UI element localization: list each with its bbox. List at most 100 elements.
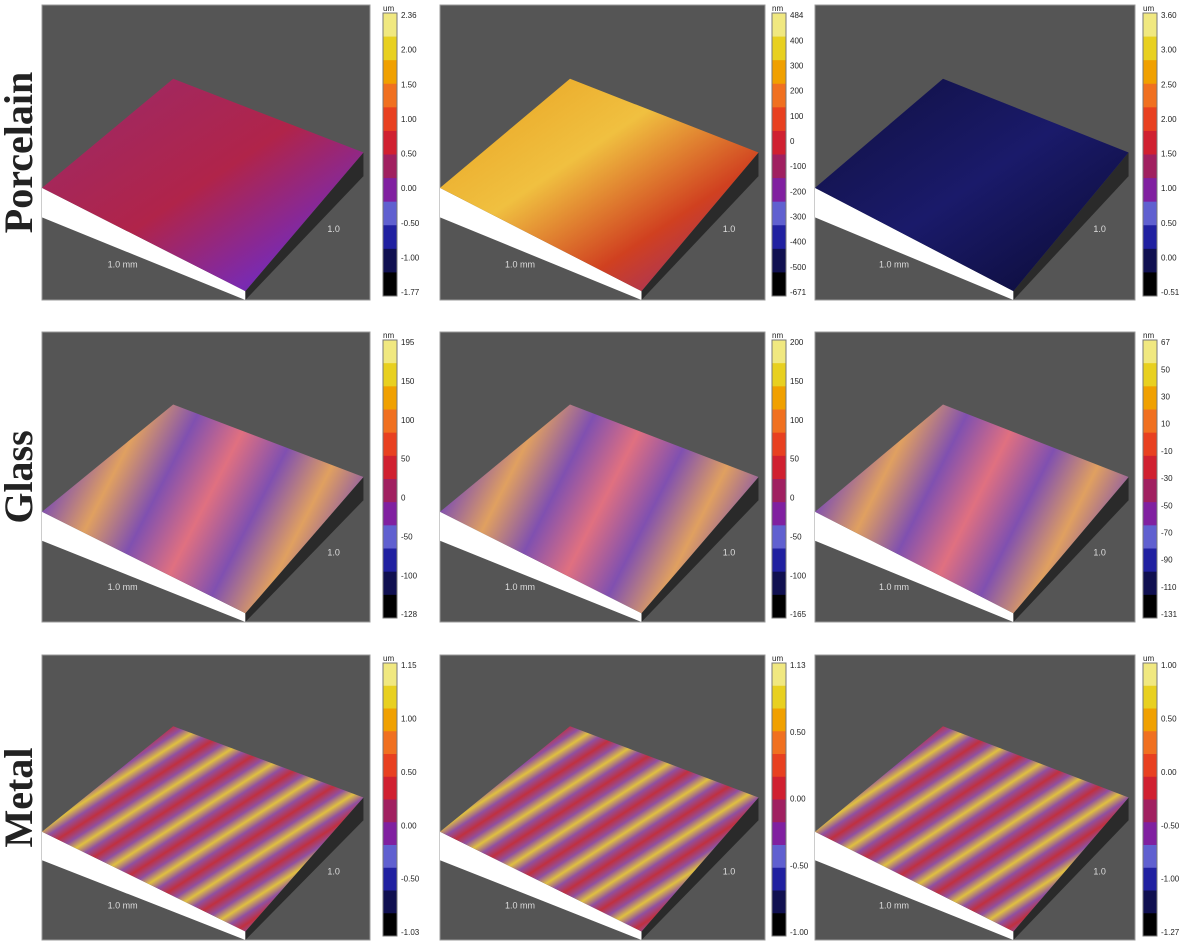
colorbar-tick: 200 bbox=[790, 87, 804, 96]
colorbar-tick: -100 bbox=[790, 571, 807, 580]
colorbar-segment bbox=[383, 248, 397, 273]
colorbar-tick: 100 bbox=[790, 112, 804, 121]
colorbar-segment bbox=[1143, 754, 1157, 778]
colorbar-unit: um bbox=[1143, 4, 1154, 13]
colorbar-segment bbox=[1143, 731, 1157, 755]
colorbar-frame bbox=[771, 662, 787, 937]
colorbar-tick: -90 bbox=[1161, 556, 1173, 565]
panel: 1.0 mm 1.0 nm 484 400 300 200 100 0 -100 -200 -300 -… bbox=[439, 4, 807, 301]
colorbar-segment bbox=[772, 867, 786, 891]
y-axis-label: 1.0 bbox=[723, 866, 736, 876]
colorbar-segment bbox=[383, 663, 397, 687]
x-axis-label: 1.0 mm bbox=[108, 260, 138, 270]
colorbar-segment bbox=[1143, 663, 1157, 687]
colorbar-segment bbox=[383, 479, 397, 503]
colorbar-segment bbox=[772, 571, 786, 596]
colorbar-tick: 67 bbox=[1161, 338, 1170, 347]
colorbar-segment bbox=[772, 432, 786, 457]
panel: 1.0 mm 1.0 um 2.36 2.00 1.50 1.00 0.50 0.00 -0.50… bbox=[41, 4, 420, 301]
colorbar-segment bbox=[772, 13, 786, 38]
colorbar-segment bbox=[1143, 867, 1157, 891]
colorbar-segment bbox=[383, 432, 397, 457]
row-label: Porcelain bbox=[0, 72, 41, 233]
colorbar-tick: 1.15 bbox=[401, 661, 417, 670]
colorbar-segment bbox=[772, 455, 786, 480]
colorbar-segment bbox=[1143, 845, 1157, 869]
colorbar-segment bbox=[772, 594, 786, 619]
colorbar-tick: -110 bbox=[1161, 583, 1177, 592]
surface bbox=[42, 78, 364, 292]
colorbar-tick: -500 bbox=[790, 263, 807, 272]
colorbar-segment bbox=[1143, 107, 1157, 132]
colorbar-segment bbox=[1143, 83, 1157, 108]
colorbar-segment bbox=[383, 130, 397, 155]
colorbar-segment bbox=[772, 36, 786, 61]
surface-front bbox=[42, 511, 246, 622]
surface-front bbox=[815, 831, 1014, 940]
surface-front bbox=[42, 831, 246, 940]
colorbar-tick: 100 bbox=[790, 416, 804, 425]
colorbar-tick: 0.50 bbox=[790, 728, 806, 737]
colorbar-segment bbox=[1143, 432, 1157, 457]
colorbar-segment bbox=[383, 822, 397, 846]
colorbar-tick: 200 bbox=[790, 338, 804, 347]
colorbar-tick: 0.50 bbox=[1161, 715, 1177, 724]
colorbar-segment bbox=[772, 201, 786, 226]
colorbar-tick: -100 bbox=[790, 162, 807, 171]
colorbar-segment bbox=[1143, 201, 1157, 226]
colorbar-tick: 1.00 bbox=[401, 115, 417, 124]
colorbar-unit: um bbox=[1143, 654, 1154, 663]
colorbar-segment bbox=[1143, 363, 1157, 387]
y-axis-label: 1.0 bbox=[327, 224, 340, 234]
colorbar-tick: -0.50 bbox=[790, 861, 809, 870]
colorbar-tick: -0.50 bbox=[401, 875, 420, 884]
colorbar-segment bbox=[772, 548, 786, 573]
surface bbox=[440, 726, 759, 932]
colorbar-segment bbox=[1143, 248, 1157, 273]
colorbar-segment bbox=[772, 890, 786, 914]
colorbar-segment bbox=[772, 83, 786, 108]
colorbar-tick: 50 bbox=[790, 455, 799, 464]
colorbar-segment bbox=[383, 708, 397, 732]
colorbar-segment bbox=[772, 731, 786, 755]
colorbar-segment bbox=[383, 154, 397, 179]
surface-side bbox=[1013, 477, 1129, 622]
surface-side bbox=[641, 152, 759, 300]
panel: 1.0 mm 1.0 um 1.00 0.50 0.00 -0.50 -1.00 -1.27 bbox=[814, 654, 1180, 941]
colorbar-tick: -300 bbox=[790, 213, 807, 222]
panel: 1.0 mm 1.0 nm 195 150 100 50 0 -50 -100 -128 bbox=[41, 331, 418, 623]
colorbar-tick: 2.50 bbox=[1161, 80, 1177, 89]
colorbar-tick: 0 bbox=[401, 494, 406, 503]
surface bbox=[42, 726, 364, 932]
colorbar-segment bbox=[772, 913, 786, 937]
colorbar-tick: 50 bbox=[401, 455, 410, 464]
colorbar-segment bbox=[772, 386, 786, 410]
y-axis-label: 1.0 bbox=[327, 547, 340, 557]
panel: 1.0 mm 1.0 nm 200 150 100 50 0 -50 -100 -165 bbox=[439, 331, 807, 623]
x-axis-label: 1.0 mm bbox=[879, 901, 909, 911]
y-axis-label: 1.0 bbox=[1093, 866, 1106, 876]
colorbar-frame bbox=[1142, 339, 1158, 619]
colorbar-segment bbox=[1143, 340, 1157, 364]
colorbar-segment bbox=[383, 502, 397, 526]
colorbar-segment bbox=[772, 178, 786, 203]
surface-side bbox=[245, 797, 364, 940]
colorbar-segment bbox=[772, 663, 786, 687]
colorbar-tick: -50 bbox=[790, 532, 802, 541]
colorbar-frame bbox=[382, 662, 398, 937]
y-axis-label: 1.0 bbox=[1093, 547, 1106, 557]
colorbar-tick: -1.77 bbox=[401, 288, 420, 297]
colorbar-segment bbox=[383, 754, 397, 778]
colorbar-segment bbox=[1143, 272, 1157, 297]
colorbar-tick: -1.00 bbox=[401, 253, 420, 262]
colorbar-segment bbox=[383, 107, 397, 132]
colorbar-unit: nm bbox=[772, 4, 783, 13]
colorbar-segment bbox=[1143, 799, 1157, 823]
colorbar-segment bbox=[383, 571, 397, 596]
colorbar-tick: 0.00 bbox=[401, 821, 417, 830]
surface-side bbox=[1013, 797, 1129, 940]
y-axis-label: 1.0 bbox=[723, 224, 736, 234]
colorbar-tick: -1.27 bbox=[1161, 928, 1180, 937]
surface bbox=[815, 78, 1129, 292]
colorbar-segment bbox=[383, 363, 397, 387]
